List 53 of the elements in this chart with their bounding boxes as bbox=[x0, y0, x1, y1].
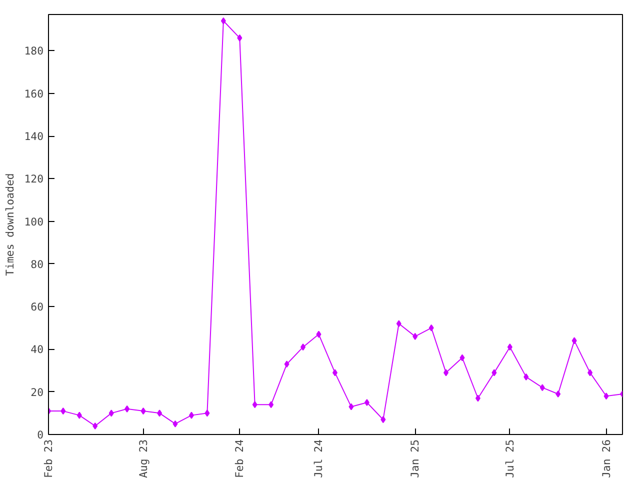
point bbox=[348, 403, 354, 410]
y-tick-label: 20 bbox=[30, 386, 44, 399]
point bbox=[172, 420, 178, 428]
point bbox=[492, 369, 497, 376]
point bbox=[444, 369, 449, 376]
point bbox=[428, 324, 434, 332]
y-tick-label: 160 bbox=[24, 87, 44, 100]
x-tick-label: Feb 24 bbox=[233, 439, 246, 478]
point bbox=[157, 410, 162, 417]
y-axis-title: Times downloaded bbox=[3, 173, 16, 276]
point bbox=[316, 330, 322, 338]
point bbox=[237, 34, 242, 42]
y-tick-label: 180 bbox=[24, 44, 44, 58]
point bbox=[300, 344, 306, 351]
point bbox=[460, 354, 465, 362]
y-tick-label: 60 bbox=[30, 300, 44, 314]
point bbox=[188, 412, 194, 419]
point bbox=[475, 394, 480, 402]
point bbox=[140, 408, 146, 415]
point bbox=[284, 360, 290, 368]
x-tick-label: Jul 25 bbox=[503, 439, 516, 478]
point bbox=[92, 422, 98, 430]
point bbox=[60, 408, 66, 415]
y-tick-label: 100 bbox=[24, 215, 44, 228]
point bbox=[204, 410, 210, 417]
point bbox=[604, 392, 609, 400]
point bbox=[556, 390, 561, 398]
x-tick-label: Aug 23 bbox=[136, 439, 150, 478]
y-tick-label: 120 bbox=[24, 172, 44, 186]
y-tick-label: 40 bbox=[30, 343, 44, 356]
y-tick-label: 80 bbox=[30, 258, 44, 271]
point bbox=[108, 410, 114, 417]
point bbox=[220, 17, 226, 24]
x-tick-label: Feb 23 bbox=[42, 439, 55, 478]
point bbox=[124, 405, 130, 412]
x-tick-label: Jan 25 bbox=[408, 439, 422, 478]
point bbox=[268, 401, 274, 408]
point bbox=[332, 369, 338, 376]
point bbox=[507, 344, 512, 351]
point bbox=[412, 332, 418, 340]
x-tick-label: Jan 26 bbox=[600, 439, 613, 478]
point bbox=[540, 384, 545, 392]
point bbox=[588, 369, 593, 376]
y-tick-label: 140 bbox=[24, 130, 44, 144]
point bbox=[572, 337, 577, 344]
point bbox=[524, 373, 529, 380]
point bbox=[396, 320, 402, 328]
point bbox=[76, 412, 82, 419]
x-tick-label: Jul 24 bbox=[312, 439, 326, 478]
point bbox=[364, 399, 370, 406]
y-tick-label: 0 bbox=[37, 428, 44, 442]
point bbox=[252, 401, 258, 408]
point bbox=[380, 416, 386, 424]
